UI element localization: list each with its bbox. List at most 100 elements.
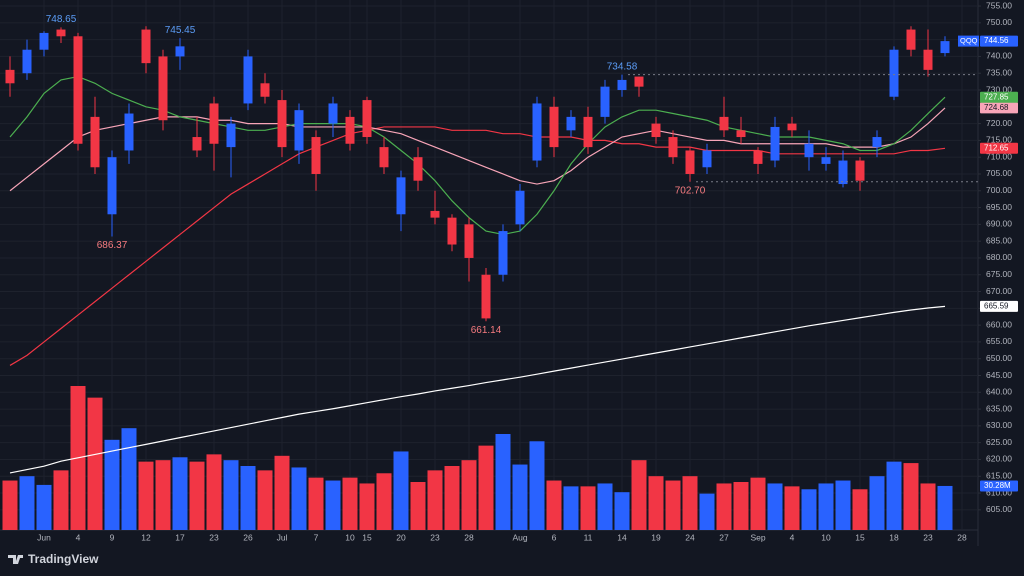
volume-bar: [818, 483, 834, 530]
y-tick-label: 615.00: [986, 471, 1012, 481]
candle-body: [90, 116, 100, 168]
ma-value-tag-bg: [980, 91, 1018, 103]
y-tick-label: 650.00: [986, 353, 1012, 363]
candle-body: [5, 69, 15, 84]
candle-body: [770, 126, 780, 161]
x-tick-label: 24: [685, 532, 695, 542]
candle-body: [345, 116, 355, 144]
candle-body: [294, 110, 304, 151]
y-tick-label: 755.00: [986, 0, 1012, 10]
low-label: 661.14: [471, 325, 502, 336]
volume-bar: [53, 470, 69, 530]
volume-bar: [699, 493, 715, 530]
volume-bar: [172, 457, 188, 530]
candle-body: [209, 103, 219, 144]
ma-value-tag: 665.59: [984, 301, 1009, 310]
volume-bar: [393, 451, 409, 530]
volume-bar: [19, 476, 35, 530]
volume-bar: [529, 441, 545, 530]
low-label: 702.70: [675, 185, 706, 196]
volume-bar: [903, 463, 919, 530]
candle-body: [311, 137, 321, 174]
volume-bar: [937, 485, 953, 530]
volume-bar: [835, 480, 851, 530]
candle-body: [447, 217, 457, 245]
x-tick-label: 6: [552, 532, 557, 542]
ma-value-tag-bg: [980, 300, 1018, 312]
candle-body: [226, 123, 236, 148]
volume-bar: [291, 467, 307, 530]
high-label: 734.58: [607, 61, 638, 72]
x-tick-label: 23: [430, 532, 440, 542]
candle-body: [175, 46, 185, 57]
x-tick-label: 4: [790, 532, 795, 542]
logo-icon: [8, 555, 23, 564]
candle-body: [804, 143, 814, 158]
x-tick-label: 26: [243, 532, 253, 542]
x-tick-label: 4: [76, 532, 81, 542]
volume-bar: [801, 489, 817, 530]
volume-bar: [189, 461, 205, 530]
candle-body: [124, 113, 134, 151]
x-tick-label: 20: [396, 532, 406, 542]
volume-bar: [427, 470, 443, 530]
y-tick-label: 715.00: [986, 135, 1012, 145]
ma-value-tag: 724.68: [984, 103, 1009, 112]
volume-bar: [597, 483, 613, 530]
volume-bar: [240, 466, 256, 530]
y-tick-label: 630.00: [986, 420, 1012, 430]
y-tick-label: 710.00: [986, 151, 1012, 161]
y-tick-label: 640.00: [986, 387, 1012, 397]
candle-body: [549, 106, 559, 148]
high-label: 745.45: [165, 25, 196, 36]
volume-bar: [665, 480, 681, 530]
volume-bar: [155, 460, 171, 530]
y-tick-label: 660.00: [986, 319, 1012, 329]
y-tick-label: 740.00: [986, 51, 1012, 61]
volume-bar: [886, 461, 902, 530]
candle-body: [107, 157, 117, 215]
candle-body: [940, 41, 950, 54]
volume-bar: [342, 477, 358, 530]
volume-bar: [478, 445, 494, 530]
y-tick-label: 675.00: [986, 269, 1012, 279]
x-tick-label: 27: [719, 532, 729, 542]
volume-bar: [920, 483, 936, 530]
y-tick-label: 620.00: [986, 454, 1012, 464]
y-tick-label: 700.00: [986, 185, 1012, 195]
candle-body: [855, 160, 865, 181]
volume-bar: [104, 439, 120, 530]
volume-bar: [546, 480, 562, 530]
x-tick-label: Jul: [277, 532, 288, 542]
y-tick-label: 735.00: [986, 67, 1012, 77]
volume-bar: [410, 482, 426, 530]
candle-body: [821, 157, 831, 164]
volume-bar: [495, 434, 511, 530]
candle-body: [753, 150, 763, 164]
candle-body: [243, 56, 253, 104]
volume-tag: 30.28M: [984, 481, 1011, 490]
symbol-tag: QQQ: [960, 36, 978, 45]
candle-body: [685, 150, 695, 174]
x-tick-label: 19: [651, 532, 661, 542]
candle-body: [532, 103, 542, 161]
candle-body: [719, 116, 729, 131]
y-tick-label: 730.00: [986, 84, 1012, 94]
volume-bar: [631, 460, 647, 530]
ma-value-tag-bg: [980, 142, 1018, 154]
candle-body: [566, 116, 576, 131]
candle-body: [634, 76, 644, 87]
volume-bar: [512, 464, 528, 530]
volume-bar: [682, 476, 698, 530]
x-tick-label: 28: [957, 532, 967, 542]
ma-value-tag-bg: [980, 102, 1018, 114]
candle-body: [736, 130, 746, 138]
volume-bar: [36, 484, 52, 530]
x-tick-label: 28: [464, 532, 474, 542]
x-tick-label: 23: [209, 532, 219, 542]
candle-body: [651, 123, 661, 138]
volume-bar: [257, 470, 273, 530]
candle-body: [379, 147, 389, 168]
candle-body: [515, 190, 525, 225]
